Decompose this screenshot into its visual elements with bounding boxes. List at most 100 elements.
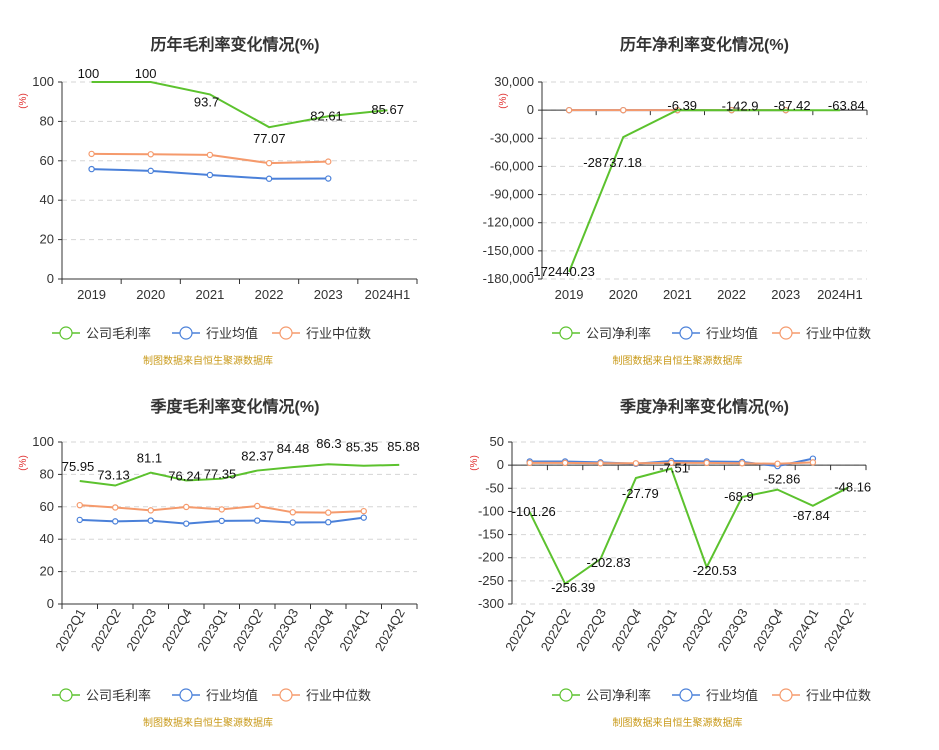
x-tick-label: 2021 <box>663 287 692 302</box>
data-point-industry_avg <box>183 520 190 527</box>
legend-label-industry_median: 行业中位数 <box>806 688 871 703</box>
data-label: 77.07 <box>253 131 286 146</box>
y-tick-label: 100 <box>32 74 54 89</box>
y-tick-label: 20 <box>40 232 54 247</box>
legend-marker-industry_median <box>279 688 293 702</box>
x-tick-label: 2023 <box>771 287 800 302</box>
y-tick-label: -300 <box>478 596 504 611</box>
legend-label-industry_median: 行业中位数 <box>806 326 871 341</box>
data-point-industry_median <box>774 460 781 467</box>
x-tick-label: 2023Q4 <box>750 606 786 654</box>
legend-label-industry_median: 行业中位数 <box>306 326 371 341</box>
data-point-industry_median <box>668 459 675 467</box>
y-tick-label: -120,000 <box>483 215 534 230</box>
data-point-industry_median <box>809 459 817 466</box>
legend-label-company: 公司毛利率 <box>86 688 151 703</box>
source-note: 制图数据来自恒生聚源数据库 <box>613 354 743 367</box>
x-tick-label: 2022Q2 <box>88 606 124 654</box>
x-tick-label: 2020 <box>136 287 165 302</box>
data-label: 75.95 <box>62 459 95 474</box>
x-tick-label: 2024Q1 <box>336 606 372 654</box>
data-point-industry_avg <box>76 516 83 524</box>
source-note: 制图数据来自恒生聚源数据库 <box>613 716 743 729</box>
x-tick-label: 2023Q2 <box>679 606 715 654</box>
x-tick-label: 2023Q3 <box>715 606 751 654</box>
data-label: -220.53 <box>693 563 737 578</box>
data-label: 86.3 <box>316 436 341 451</box>
y-tick-label: -150 <box>478 527 504 542</box>
y-tick-label: 20 <box>40 564 54 579</box>
data-point-industry_median <box>620 106 627 114</box>
x-tick-label: 2019 <box>77 287 106 302</box>
chart-title: 季度毛利率变化情况(%) <box>150 397 320 416</box>
legend-label-industry_avg: 行业均值 <box>706 326 758 341</box>
data-point-industry_avg <box>206 171 214 179</box>
data-label: -28737.18 <box>583 155 642 170</box>
data-point-industry_avg <box>325 518 332 526</box>
data-label: -87.84 <box>793 508 830 523</box>
y-tick-label: -30,000 <box>490 130 534 145</box>
data-label: 76.24 <box>168 468 201 483</box>
x-tick-label: 2024Q2 <box>821 606 857 654</box>
y-tick-label: 0 <box>47 596 54 611</box>
legend-marker-industry_avg <box>179 326 193 340</box>
x-tick-label: 2023Q3 <box>265 606 301 654</box>
y-tick-label: -100 <box>478 503 504 518</box>
data-label: -52.86 <box>764 472 801 487</box>
legend-label-industry_median: 行业中位数 <box>306 688 371 703</box>
legend-marker-industry_median <box>279 326 293 340</box>
data-point-industry_median <box>526 459 533 467</box>
y-unit-label: (%) <box>18 93 29 109</box>
data-point-industry_median <box>561 459 569 467</box>
x-tick-label: 2023Q4 <box>301 606 337 654</box>
y-unit-label: (%) <box>470 455 480 471</box>
y-tick-label: -90,000 <box>490 187 534 202</box>
data-label: 77.35 <box>204 467 237 482</box>
data-point-industry_median <box>88 150 95 158</box>
legend-marker-industry_median <box>779 688 793 702</box>
series-line-company <box>91 81 388 129</box>
x-tick-label: 2020 <box>609 287 638 302</box>
data-label: 82.37 <box>241 449 274 464</box>
y-tick-label: 60 <box>40 499 54 514</box>
x-tick-label: 2022Q1 <box>502 606 538 654</box>
y-tick-label: 60 <box>40 153 54 168</box>
data-point-industry_avg <box>325 175 332 182</box>
x-tick-label: 2022Q3 <box>573 606 609 654</box>
x-tick-label: 2022 <box>255 287 284 302</box>
data-point-industry_median <box>360 507 367 515</box>
data-point-industry_median <box>147 151 154 158</box>
y-tick-label: 40 <box>40 531 54 546</box>
x-tick-label: 2022 <box>717 287 746 302</box>
legend-label-company: 公司净利率 <box>586 326 651 341</box>
chart-title: 历年毛利率变化情况(%) <box>151 35 320 54</box>
series-line-company <box>528 467 849 586</box>
x-tick-label: 2023Q1 <box>194 606 230 654</box>
data-label: 100 <box>78 66 100 81</box>
legend-label-industry_avg: 行业均值 <box>706 688 758 703</box>
legend-marker-company <box>59 688 73 702</box>
data-label: 85.67 <box>371 102 404 117</box>
y-tick-label: -250 <box>478 573 504 588</box>
legend-marker-industry_median <box>779 326 793 340</box>
legend-marker-industry_avg <box>179 688 193 702</box>
x-tick-label: 2022Q3 <box>123 606 159 654</box>
legend-marker-industry_avg <box>679 326 693 340</box>
y-tick-label: 40 <box>40 192 54 207</box>
chart-title: 历年净利率变化情况(%) <box>620 35 789 54</box>
x-tick-label: 2024Q1 <box>785 606 821 654</box>
data-label: -48.16 <box>834 479 871 494</box>
data-point-industry_avg <box>289 519 296 526</box>
data-label: -7.51 <box>659 461 689 476</box>
y-tick-label: 0 <box>527 102 534 117</box>
data-label: 85.35 <box>346 440 379 455</box>
data-label: -256.39 <box>551 580 595 595</box>
data-point-industry_avg <box>218 517 225 525</box>
y-tick-label: 80 <box>40 466 54 481</box>
data-label: -101.26 <box>512 504 556 519</box>
data-label: 93.7 <box>194 94 219 109</box>
legend-marker-company <box>59 326 73 340</box>
y-tick-label: 80 <box>40 113 54 128</box>
data-point-industry_median <box>565 106 573 114</box>
y-tick-label: 50 <box>490 434 504 449</box>
